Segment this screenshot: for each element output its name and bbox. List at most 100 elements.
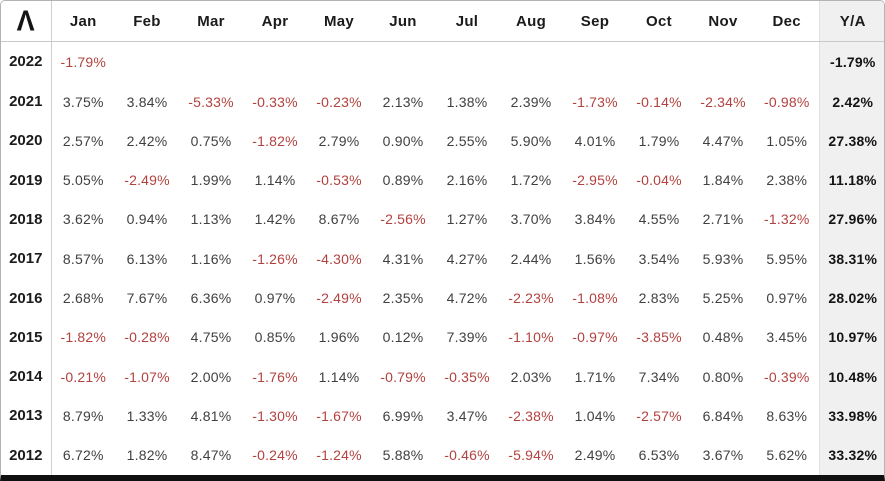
return-cell-2018-jan: 3.62% <box>62 211 104 228</box>
column-header-may: May <box>307 1 371 42</box>
return-cell-2015-sep: -0.97% <box>572 329 618 346</box>
return-cell-2014-oct: 7.34% <box>638 368 680 385</box>
return-cell-2015-mar: 4.75% <box>190 329 232 346</box>
return-cell-2012-feb: 1.82% <box>126 447 168 464</box>
annual-return-cell-2013: 33.98% <box>818 396 884 436</box>
return-cell-2014-aug: 2.03% <box>510 368 552 385</box>
return-cell-2013-feb: 1.33% <box>126 407 168 424</box>
annual-return-cell-2012: 33.32% <box>818 435 884 475</box>
column-header-jul: Jul <box>435 1 499 42</box>
return-cell-2018-sep: 3.84% <box>574 211 616 228</box>
year-label-2019: 2019 <box>1 160 52 200</box>
column-header-ya: Y/A <box>818 1 884 42</box>
return-cell-2016-apr: 0.97% <box>254 290 296 307</box>
return-cell-2015-feb: -0.28% <box>124 329 170 346</box>
return-cell-2019-aug: 1.72% <box>510 172 552 189</box>
column-header-aug: Aug <box>499 1 563 42</box>
return-cell-2020-aug: 5.90% <box>510 132 552 149</box>
return-cell-2021-jul: 1.38% <box>446 93 488 110</box>
year-row-2021: 2021 3.75% 3.84% -5.33% -0.33% -0.23% 2.13% 1.3… <box>1 81 884 122</box>
return-cell-2022-aug <box>499 42 563 82</box>
return-cell-2022-sep <box>563 42 627 82</box>
return-cell-2013-sep: 1.04% <box>574 407 616 424</box>
year-label-2017: 2017 <box>1 239 52 279</box>
return-cell-2021-mar: -5.33% <box>188 93 234 110</box>
return-cell-2020-apr: -1.82% <box>252 132 298 149</box>
return-cell-2012-nov: 3.67% <box>702 447 744 464</box>
annual-return-cell-2018: 27.96% <box>818 199 884 240</box>
return-cell-2021-feb: 3.84% <box>126 93 168 110</box>
return-cell-2019-may: -0.53% <box>316 172 362 189</box>
return-cell-2020-sep: 4.01% <box>574 132 616 149</box>
return-cell-2021-jan: 3.75% <box>62 93 104 110</box>
return-cell-2018-feb: 0.94% <box>126 211 168 228</box>
return-cell-2013-nov: 6.84% <box>702 407 744 424</box>
year-row-2016: 2016 2.68% 7.67% 6.36% 0.97% -2.49% 2.35% 4.72%… <box>1 278 884 318</box>
return-cell-2018-dec: -1.32% <box>763 211 810 228</box>
table-body: 2022 -1.79% -1.79% 2021 3.75% 3.84% -5.33% -0.3… <box>1 41 884 475</box>
return-cell-2022-may <box>307 42 371 82</box>
return-cell-2013-oct: -2.57% <box>636 407 682 424</box>
return-cell-2020-jan: 2.57% <box>62 132 104 149</box>
return-cell-2016-sep: -1.08% <box>572 290 618 307</box>
return-cell-2021-sep: -1.73% <box>572 93 618 110</box>
return-cell-2020-feb: 2.42% <box>126 132 168 149</box>
column-header-mar: Mar <box>179 1 243 42</box>
return-cell-2014-mar: 2.00% <box>190 368 232 385</box>
return-cell-2012-oct: 6.53% <box>638 447 680 464</box>
return-cell-2014-jan: -0.21% <box>60 368 107 385</box>
return-cell-2018-jun: -2.56% <box>380 211 426 228</box>
return-cell-2014-apr: -1.76% <box>252 368 298 385</box>
return-cell-2020-jul: 2.55% <box>446 132 488 149</box>
return-cell-2013-may: -1.67% <box>316 407 362 424</box>
return-cell-2012-aug: -5.94% <box>508 447 554 464</box>
return-cell-2016-may: -2.49% <box>316 290 362 307</box>
return-cell-2022-feb <box>115 42 179 82</box>
return-cell-2013-dec: 8.63% <box>766 407 808 424</box>
return-cell-2019-nov: 1.84% <box>702 172 744 189</box>
return-cell-2021-aug: 2.39% <box>510 93 552 110</box>
return-cell-2013-jan: 8.79% <box>62 407 104 424</box>
return-cell-2013-mar: 4.81% <box>190 407 232 424</box>
return-cell-2019-dec: 2.38% <box>766 172 808 189</box>
return-cell-2017-nov: 5.93% <box>702 250 744 267</box>
return-cell-2019-oct: -0.04% <box>636 172 682 189</box>
return-cell-2014-jun: -0.79% <box>380 368 426 385</box>
return-cell-2018-may: 8.67% <box>318 211 360 228</box>
return-cell-2014-may: 1.14% <box>318 368 360 385</box>
return-cell-2015-nov: 0.48% <box>702 329 744 346</box>
year-row-2019: 2019 5.05% -2.49% 1.99% 1.14% -0.53% 0.89% 2.16… <box>1 160 884 200</box>
column-header-feb: Feb <box>115 1 179 42</box>
return-cell-2014-dec: -0.39% <box>763 368 810 385</box>
return-cell-2017-jul: 4.27% <box>446 250 488 267</box>
return-cell-2021-oct: -0.14% <box>636 93 682 110</box>
return-cell-2012-may: -1.24% <box>316 447 362 464</box>
year-row-2013: 2013 8.79% 1.33% 4.81% -1.30% -1.67% 6.99% 3.47… <box>1 396 884 436</box>
return-cell-2019-sep: -2.95% <box>572 172 618 189</box>
year-row-2012: 2012 6.72% 1.82% 8.47% -0.24% -1.24% 5.88% -0.4… <box>1 435 884 475</box>
return-cell-2021-dec: -0.98% <box>763 93 810 110</box>
annual-return-cell-2017: 38.31% <box>818 239 884 279</box>
return-cell-2017-mar: 1.16% <box>190 250 232 267</box>
app-logo-icon: Λ <box>16 5 35 37</box>
return-cell-2017-dec: 5.95% <box>766 250 808 267</box>
return-cell-2012-apr: -0.24% <box>252 447 298 464</box>
return-cell-2012-jan: 6.72% <box>62 447 104 464</box>
return-cell-2020-mar: 0.75% <box>190 132 232 149</box>
column-header-oct: Oct <box>627 1 691 42</box>
year-label-2018: 2018 <box>1 199 52 240</box>
year-label-2015: 2015 <box>1 317 52 358</box>
return-cell-2021-jun: 2.13% <box>382 93 424 110</box>
return-cell-2017-jun: 4.31% <box>382 250 424 267</box>
return-cell-2020-may: 2.79% <box>318 132 360 149</box>
return-cell-2017-may: -4.30% <box>316 250 362 267</box>
return-cell-2015-jan: -1.82% <box>60 329 107 346</box>
return-cell-2018-oct: 4.55% <box>638 211 680 228</box>
return-cell-2016-dec: 0.97% <box>766 290 808 307</box>
return-cell-2016-oct: 2.83% <box>638 290 680 307</box>
return-cell-2015-dec: 3.45% <box>766 329 808 346</box>
return-cell-2020-nov: 4.47% <box>702 132 744 149</box>
annual-return-cell-2020: 27.38% <box>818 121 884 161</box>
return-cell-2013-aug: -2.38% <box>508 407 554 424</box>
